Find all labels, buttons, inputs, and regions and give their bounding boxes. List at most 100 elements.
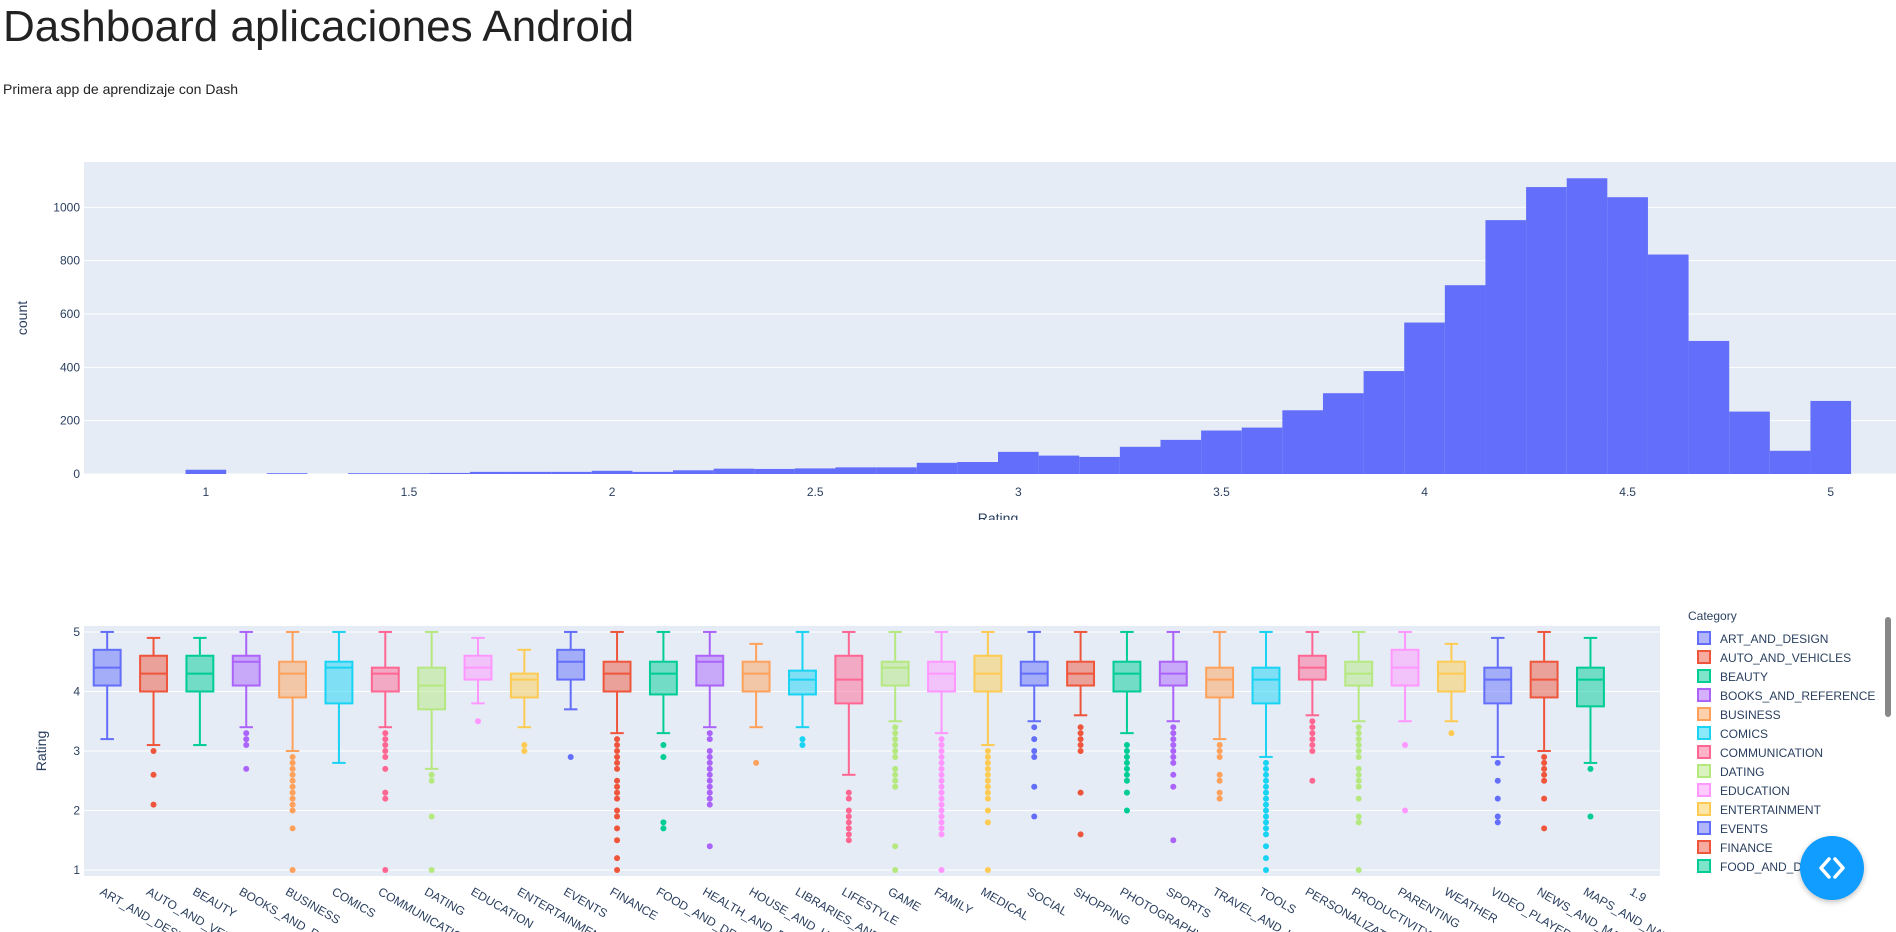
boxplot-y-tick-label: 5 <box>73 625 80 639</box>
box-outlier-point <box>892 783 899 790</box>
box-outlier-point <box>984 783 991 790</box>
histogram-x-tick-label: 1 <box>203 485 210 499</box>
box-outlier-point <box>614 759 621 766</box>
box-outlier-point <box>660 819 667 826</box>
histogram-x-tick-label: 4.5 <box>1619 485 1636 499</box>
box-outlier-point <box>1355 730 1362 737</box>
box-outlier-point <box>1263 765 1269 772</box>
box-productivity <box>1344 630 1374 874</box>
box-outlier-point <box>1541 795 1548 802</box>
boxplot-x-tick-label: 1.9 <box>1627 884 1649 905</box>
boxplot-y-tick-label: 3 <box>73 744 80 758</box>
box-outlier-point <box>938 867 945 874</box>
box-outlier-point <box>614 753 621 760</box>
box-outlier-point <box>1587 813 1594 820</box>
box-outlier-point <box>984 789 991 796</box>
box-outlier-point <box>1077 730 1084 737</box>
histogram-bar <box>673 470 714 474</box>
box-body <box>1112 660 1142 693</box>
legend-title: Category <box>1688 609 1737 623</box>
box-outlier-point <box>892 753 899 760</box>
histogram-y-tick-label: 800 <box>60 254 80 268</box>
box-outlier-point <box>1031 736 1038 743</box>
box-outlier-point <box>984 867 991 874</box>
box-outlier-point <box>243 736 250 743</box>
box-outlier-point <box>614 765 621 772</box>
code-toggle-button[interactable] <box>1800 836 1864 900</box>
legend-swatch <box>1697 688 1711 702</box>
box-outlier-point <box>1263 867 1269 874</box>
box-outlier-point <box>289 777 296 784</box>
box-outlier-point <box>1355 777 1362 784</box>
box-outlier-point <box>567 753 574 760</box>
legend-swatch <box>1697 669 1711 683</box>
box-family <box>927 630 956 874</box>
box-outlier-point <box>845 837 852 844</box>
box-outlier-point <box>150 771 157 778</box>
box-outlier-point <box>1494 777 1501 784</box>
box-outlier-point <box>382 795 389 802</box>
box-outlier-point <box>938 771 945 778</box>
box-game <box>880 630 910 874</box>
box-outlier-point <box>289 795 296 802</box>
box-outlier-point <box>243 765 250 772</box>
box-body <box>741 660 771 693</box>
histogram-bar <box>794 468 836 474</box>
box-outlier-point <box>1216 771 1223 778</box>
box-outlier-point <box>289 825 296 832</box>
box-outlier-point <box>150 801 157 808</box>
box-outlier-point <box>614 777 621 784</box>
box-communication <box>370 630 400 874</box>
box-outlier-point <box>938 801 945 808</box>
box-outlier-point <box>845 831 852 838</box>
box-social <box>1019 630 1049 820</box>
legend-item-label: BUSINESS <box>1720 708 1781 722</box>
histogram-bar <box>1485 220 1527 474</box>
histogram-bar <box>713 468 755 474</box>
histogram-x-tick-label: 2.5 <box>807 485 824 499</box>
histogram-bar <box>1810 400 1852 474</box>
legend-item-label: BEAUTY <box>1720 670 1768 684</box>
histogram-bar <box>266 473 308 474</box>
box-outlier-point <box>521 742 528 749</box>
box-outlier-point <box>1494 819 1501 826</box>
box-outlier-point <box>892 742 899 749</box>
histogram-bar <box>469 471 511 474</box>
legend-swatch <box>1697 726 1711 740</box>
box-outlier-point <box>938 736 945 743</box>
box-shopping <box>1066 630 1096 838</box>
histogram-bar <box>835 467 877 474</box>
box-outlier-point <box>845 807 852 814</box>
legend-scrollbar[interactable] <box>1885 617 1891 717</box>
box-outlier-point <box>1263 813 1269 820</box>
box-outlier-point <box>845 825 852 832</box>
box-outlier-point <box>1355 813 1362 820</box>
legend-swatch <box>1697 631 1711 645</box>
box-maps-and-navigation <box>1576 636 1605 820</box>
box-dating <box>417 630 447 874</box>
box-outlier-point <box>1170 783 1177 790</box>
box-outlier-point <box>1077 748 1084 754</box>
box-outlier-point <box>892 748 899 754</box>
box-house-and-home <box>741 642 771 766</box>
boxplot-x-tick-label: MEDICAL <box>978 884 1031 923</box>
histogram-y-tick-label: 400 <box>60 360 80 374</box>
box-outlier-point <box>706 736 713 743</box>
box-outlier-point <box>892 765 899 772</box>
box-outlier-point <box>289 765 296 772</box>
box-medical <box>973 630 1003 874</box>
box-art-and-design <box>92 630 122 741</box>
box-food-and-drink <box>648 630 678 832</box>
box-outlier-point <box>1123 789 1130 796</box>
box-education <box>463 636 493 725</box>
box-outlier-point <box>614 748 621 754</box>
box-outlier-point <box>1355 783 1362 790</box>
histogram-bar <box>632 471 674 474</box>
box-outlier-point <box>938 789 945 796</box>
histogram-bar <box>348 473 389 474</box>
legend-swatch <box>1697 764 1711 778</box>
box-outlier-point <box>845 813 852 820</box>
box-outlier-point <box>1170 724 1177 731</box>
box-outlier-point <box>1541 765 1548 772</box>
box-outlier-point <box>706 759 713 766</box>
